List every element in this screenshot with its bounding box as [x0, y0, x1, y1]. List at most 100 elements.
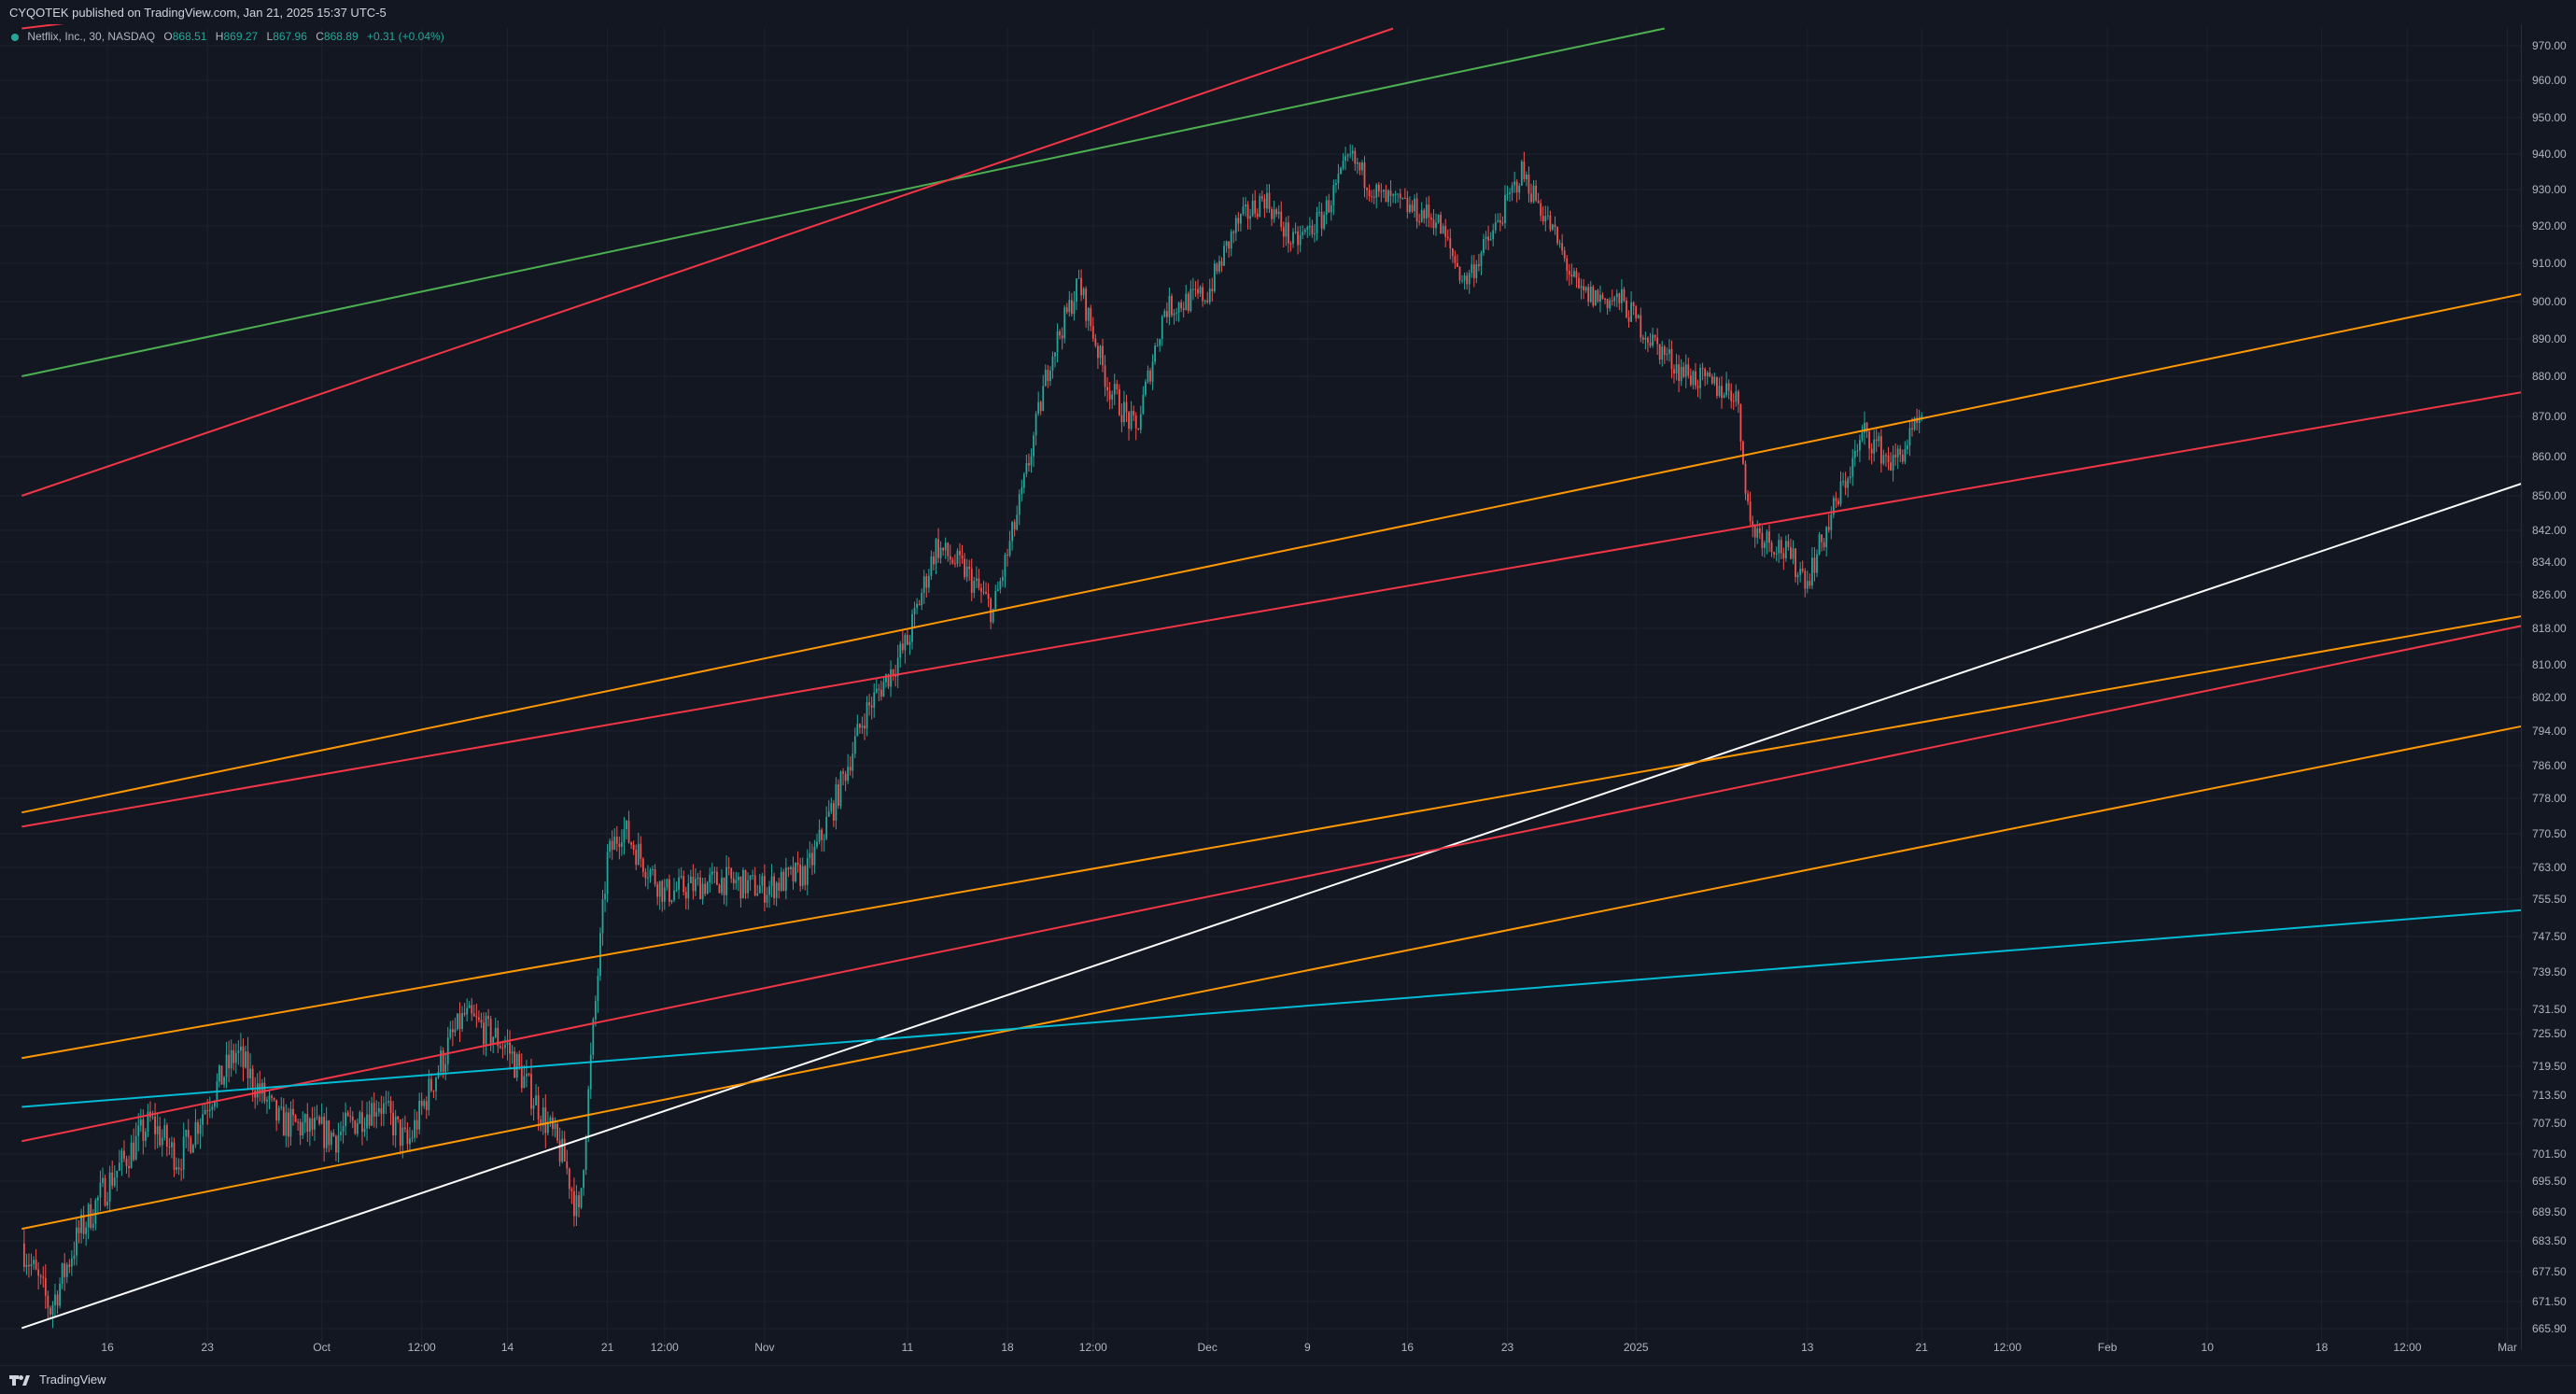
candle-body: [1609, 300, 1612, 309]
candle-body: [288, 1112, 289, 1137]
candle-body: [630, 842, 632, 845]
y-tick-label: 960.00: [2532, 74, 2567, 87]
candle-body: [921, 592, 923, 606]
candle-body: [1887, 455, 1890, 463]
candle-body: [1102, 345, 1104, 366]
price-chart[interactable]: 970.00 960.00 950.00 940.00 930.00 920.00 910.…: [0, 24, 2576, 1365]
candle-body: [399, 1119, 401, 1147]
candle-body: [737, 876, 739, 880]
candle-body: [1849, 476, 1851, 479]
candle-body: [1128, 412, 1130, 429]
candle-body: [316, 1117, 318, 1119]
grid-layer: [0, 28, 2521, 1350]
candle-body: [994, 591, 997, 610]
symbol-legend[interactable]: Netflix, Inc., 30, NASDAQ O868.51 H869.2…: [11, 30, 450, 43]
candle-body: [816, 841, 818, 847]
candle-body: [1497, 220, 1499, 223]
y-tick-label: 930.00: [2532, 183, 2567, 196]
candle-body: [1260, 196, 1263, 199]
candle-body: [106, 1201, 108, 1206]
candle-body: [1892, 455, 1894, 471]
candle-body: [626, 821, 627, 829]
candle-body: [830, 803, 833, 812]
candle-body: [930, 556, 933, 576]
candle-body: [1809, 581, 1811, 586]
candle-body: [947, 542, 950, 556]
candle-body: [1397, 193, 1400, 195]
candle-body: [1744, 463, 1747, 494]
candle-body: [692, 876, 695, 892]
candle-body: [711, 871, 713, 875]
candle-body: [225, 1054, 228, 1077]
candle-body: [1673, 369, 1675, 374]
candle-body: [1033, 435, 1035, 457]
candle-body: [1245, 204, 1246, 207]
candle-body: [423, 1101, 426, 1106]
candle-body: [435, 1077, 437, 1091]
candle-body: [266, 1099, 268, 1102]
candle-body: [1018, 494, 1021, 515]
candle-body: [246, 1051, 249, 1078]
candle-body: [1689, 375, 1692, 386]
candle-body: [766, 894, 768, 903]
candle-body: [813, 846, 816, 866]
candle-body: [1335, 183, 1337, 186]
candle-body: [804, 866, 807, 885]
candle-body: [827, 811, 830, 817]
candle-body: [1592, 287, 1595, 306]
candle-body: [770, 876, 773, 887]
candle-body: [1627, 317, 1630, 322]
candle-body: [792, 866, 795, 881]
candle-body: [768, 886, 770, 895]
candle-body: [56, 1294, 59, 1306]
candle-body: [1442, 226, 1444, 234]
candle-body: [394, 1116, 397, 1135]
candle-body: [1556, 227, 1558, 244]
candle-body: [1904, 449, 1907, 462]
candle-body: [1363, 162, 1366, 189]
candle-body: [1749, 500, 1752, 522]
candle-body: [599, 933, 601, 977]
candle-body: [1701, 368, 1704, 370]
candle-body: [190, 1137, 192, 1153]
x-tick-label: 13: [1801, 1341, 1814, 1354]
candle-body: [594, 1001, 597, 1020]
x-axis-labels: 16 23 Oct 12:00 14 21 12:00 Nov 11 18 12:00 Dec 9 16 2…: [101, 1341, 2516, 1354]
candle-body: [156, 1126, 159, 1134]
tradingview-logo[interactable]: TradingView: [9, 1373, 106, 1387]
candle-body: [644, 871, 647, 879]
candle-body: [1303, 229, 1306, 232]
x-tick-label: 11: [902, 1341, 914, 1354]
y-tick-label: 940.00: [2532, 148, 2567, 161]
price-axis[interactable]: [2521, 24, 2576, 1350]
candle-body: [145, 1132, 147, 1141]
candle-body: [985, 592, 987, 594]
candle-body: [444, 1063, 447, 1072]
y-tick-label: 763.00: [2532, 861, 2567, 874]
x-tick-label: 23: [1501, 1341, 1514, 1354]
tradingview-logo-icon: [9, 1373, 34, 1387]
candle-body: [1552, 224, 1554, 230]
candle-body: [1271, 208, 1273, 219]
candle-body: [647, 877, 649, 879]
trendline: [21, 908, 2521, 1108]
candle-body: [185, 1130, 188, 1137]
candle-body: [978, 578, 980, 588]
candle-body: [1292, 232, 1294, 244]
candle-body: [1106, 387, 1108, 391]
candle-body: [1340, 167, 1342, 175]
candle-body: [1775, 553, 1778, 555]
candle-body: [868, 702, 870, 706]
candle-body: [1890, 462, 1892, 471]
candle-body: [882, 682, 885, 697]
footer-bar: TradingView: [0, 1365, 2576, 1394]
candle-body: [623, 828, 626, 843]
x-tick-label: 16: [1401, 1341, 1415, 1354]
candle-body: [1594, 290, 1597, 306]
candle-body: [383, 1103, 385, 1114]
y-tick-label: 794.00: [2532, 725, 2567, 738]
candle-body: [1149, 370, 1151, 382]
candle-body: [652, 868, 654, 870]
candle-body: [556, 1123, 558, 1141]
candle-body: [544, 1107, 547, 1134]
